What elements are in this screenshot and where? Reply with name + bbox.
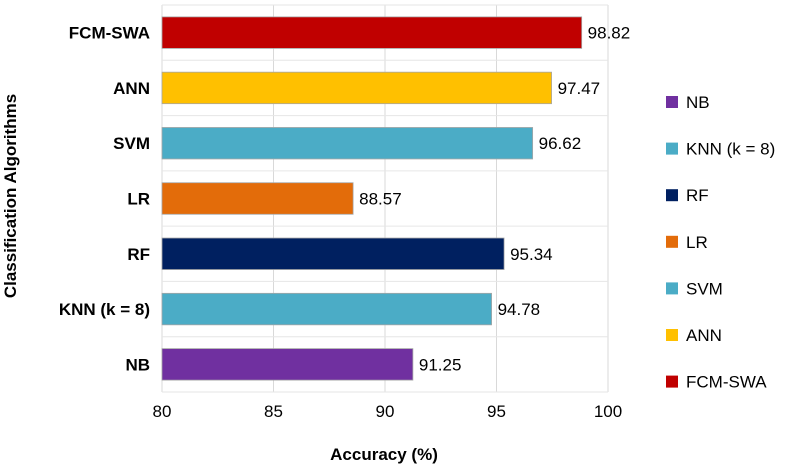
category-label: LR	[127, 190, 150, 209]
data-label: 88.57	[359, 190, 402, 209]
category-label: KNN (k = 8)	[59, 300, 150, 319]
legend-swatch	[666, 329, 678, 341]
y-axis-title: Classification Algorithms	[1, 94, 20, 298]
data-label: 98.82	[588, 24, 631, 43]
x-tick-label: 100	[594, 402, 622, 421]
legend-swatch	[666, 142, 678, 155]
category-label: FCM-SWA	[69, 24, 150, 43]
bar-rf	[161, 237, 505, 270]
legend-label: RF	[686, 186, 709, 205]
category-labels: FCM-SWA ANN SVM LR RF KNN (k = 8) NB	[59, 24, 150, 375]
bars	[161, 16, 583, 381]
bar-fcm-swa	[161, 16, 583, 49]
legend-swatch	[666, 96, 678, 108]
data-label: 97.47	[558, 79, 601, 98]
category-label: ANN	[113, 79, 150, 98]
legend-label: NB	[686, 93, 710, 112]
legend-label: ANN	[686, 326, 722, 345]
x-axis-title: Accuracy (%)	[330, 445, 438, 464]
x-tick-labels: 80 85 90 95 100	[153, 402, 623, 421]
data-label: 95.34	[510, 245, 553, 264]
bar-nb	[161, 348, 414, 381]
legend-swatch	[666, 282, 678, 295]
bar-lr	[161, 182, 354, 215]
legend-label: FCM-SWA	[686, 373, 767, 392]
legend-label: SVM	[686, 279, 723, 298]
data-labels: 98.82 97.47 96.62 88.57 95.34 94.78 91.25	[359, 24, 630, 375]
bar-knn-k-8	[161, 292, 492, 326]
category-label: NB	[125, 355, 150, 374]
x-tick-label: 80	[153, 402, 172, 421]
category-label: SVM	[113, 134, 150, 153]
legend-swatch	[666, 375, 678, 388]
bar-ann	[161, 71, 552, 105]
legend-swatch	[666, 235, 678, 248]
grid-lines	[161, 4, 609, 393]
legend-swatch	[666, 189, 678, 202]
legend-label: KNN (k = 8)	[686, 140, 775, 159]
x-tick-label: 95	[487, 402, 506, 421]
legend: NB KNN (k = 8) RF LR SVM ANN FCM-SWA	[666, 93, 775, 392]
data-label: 94.78	[498, 300, 541, 319]
legend-label: LR	[686, 233, 708, 252]
bar-svm	[161, 127, 534, 160]
x-tick-label: 90	[376, 402, 395, 421]
data-label: 96.62	[539, 134, 582, 153]
x-tick-label: 85	[264, 402, 283, 421]
data-label: 91.25	[419, 355, 462, 374]
category-label: RF	[127, 245, 150, 264]
